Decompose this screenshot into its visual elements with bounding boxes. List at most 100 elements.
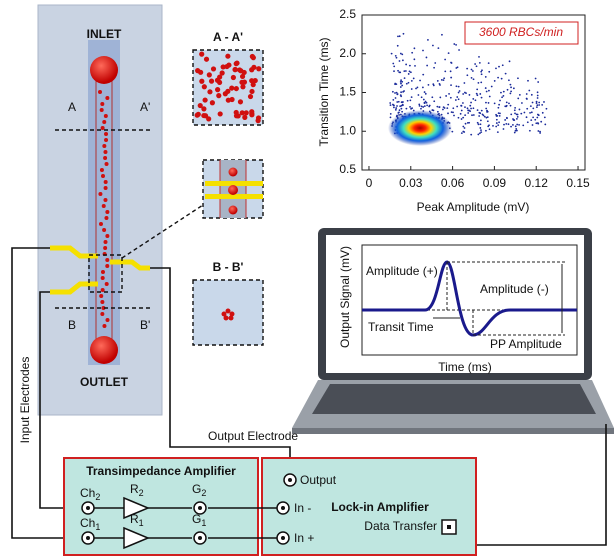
density-dot xyxy=(433,67,435,69)
density-dot xyxy=(480,129,482,131)
density-dot xyxy=(400,79,402,81)
density-dot xyxy=(461,118,463,120)
density-dot xyxy=(433,85,435,87)
density-dot xyxy=(481,97,483,99)
cell xyxy=(104,114,108,118)
density-dot xyxy=(402,91,404,93)
label-base: R xyxy=(130,482,139,496)
outlet-label: OUTLET xyxy=(80,375,129,389)
density-dot xyxy=(400,53,402,55)
density-dot xyxy=(464,114,466,116)
density-dot xyxy=(544,124,546,126)
density-dot xyxy=(462,126,464,128)
density-dot xyxy=(544,116,546,118)
cell xyxy=(199,52,204,57)
cell xyxy=(102,228,106,232)
density-dot xyxy=(478,112,480,114)
density-dot xyxy=(504,119,506,121)
density-dot xyxy=(500,92,502,94)
cell xyxy=(100,312,104,316)
density-dot xyxy=(447,104,449,106)
density-dot xyxy=(410,71,412,73)
density-dot xyxy=(411,52,413,54)
density-dot xyxy=(502,64,504,66)
density-dot xyxy=(510,90,512,92)
density-dot xyxy=(516,118,518,120)
density-dot xyxy=(393,70,395,72)
density-dot xyxy=(439,97,441,99)
label-base: Ch xyxy=(80,516,95,530)
section-label: A' xyxy=(140,100,150,114)
cell xyxy=(99,222,103,226)
cell xyxy=(103,246,107,250)
cell xyxy=(234,60,239,65)
density-dot xyxy=(395,109,397,111)
density-dot xyxy=(427,39,429,41)
density-dot xyxy=(431,109,433,111)
cell xyxy=(250,54,255,59)
density-dot xyxy=(542,112,544,114)
cell xyxy=(231,75,236,80)
density-dot xyxy=(418,94,420,96)
cell xyxy=(104,216,108,220)
y-tick-label: 2.5 xyxy=(339,7,356,21)
cell xyxy=(105,282,109,286)
cell xyxy=(104,180,108,184)
density-dot xyxy=(422,50,424,52)
density-dot xyxy=(537,91,539,93)
density-dot xyxy=(527,80,529,82)
density-dot xyxy=(392,91,394,93)
density-dot xyxy=(537,95,539,97)
density-dot xyxy=(497,107,499,109)
density-dot xyxy=(400,83,402,85)
cell xyxy=(105,210,109,214)
density-dot xyxy=(404,77,406,79)
density-dot xyxy=(503,91,505,93)
density-dot xyxy=(405,70,407,72)
density-dot xyxy=(469,105,471,107)
section-title: B - B' xyxy=(213,260,244,274)
cell xyxy=(100,300,104,304)
density-dot xyxy=(471,114,473,116)
density-dot xyxy=(398,101,400,103)
density-dot xyxy=(433,100,435,102)
density-dot xyxy=(485,130,487,132)
density-dot xyxy=(477,109,479,111)
density-dot xyxy=(510,105,512,107)
density-dot xyxy=(397,112,399,114)
density-dot xyxy=(394,83,396,85)
cell xyxy=(198,103,203,108)
x-tick-label: 0.09 xyxy=(483,176,507,190)
cell xyxy=(237,67,242,72)
density-dot xyxy=(519,109,521,111)
port-label: Data Transfer xyxy=(364,519,437,533)
density-dot xyxy=(485,102,487,104)
density-dot xyxy=(503,124,505,126)
cell xyxy=(204,57,209,62)
label-sub: 2 xyxy=(95,492,100,502)
y-axis-label: Transition Time (ms) xyxy=(317,38,331,147)
density-dot xyxy=(455,99,457,101)
density-dot xyxy=(405,64,407,66)
density-dot xyxy=(526,116,528,118)
cell xyxy=(103,198,107,202)
density-dot xyxy=(498,112,500,114)
density-dot xyxy=(498,104,500,106)
density-dot xyxy=(532,107,534,109)
port-label: In + xyxy=(294,531,314,545)
density-dot xyxy=(405,108,407,110)
density-dot xyxy=(510,84,512,86)
density-dot xyxy=(421,106,423,108)
density-dot xyxy=(522,124,524,126)
density-dot xyxy=(507,89,509,91)
cell xyxy=(233,67,238,72)
density-dot xyxy=(524,112,526,114)
density-dot xyxy=(462,102,464,104)
density-dot xyxy=(397,93,399,95)
density-dot xyxy=(478,56,480,58)
port-label: Output xyxy=(300,473,337,487)
density-dot xyxy=(432,45,434,47)
density-dot xyxy=(444,70,446,72)
cell xyxy=(105,258,109,262)
density-dot xyxy=(429,105,431,107)
